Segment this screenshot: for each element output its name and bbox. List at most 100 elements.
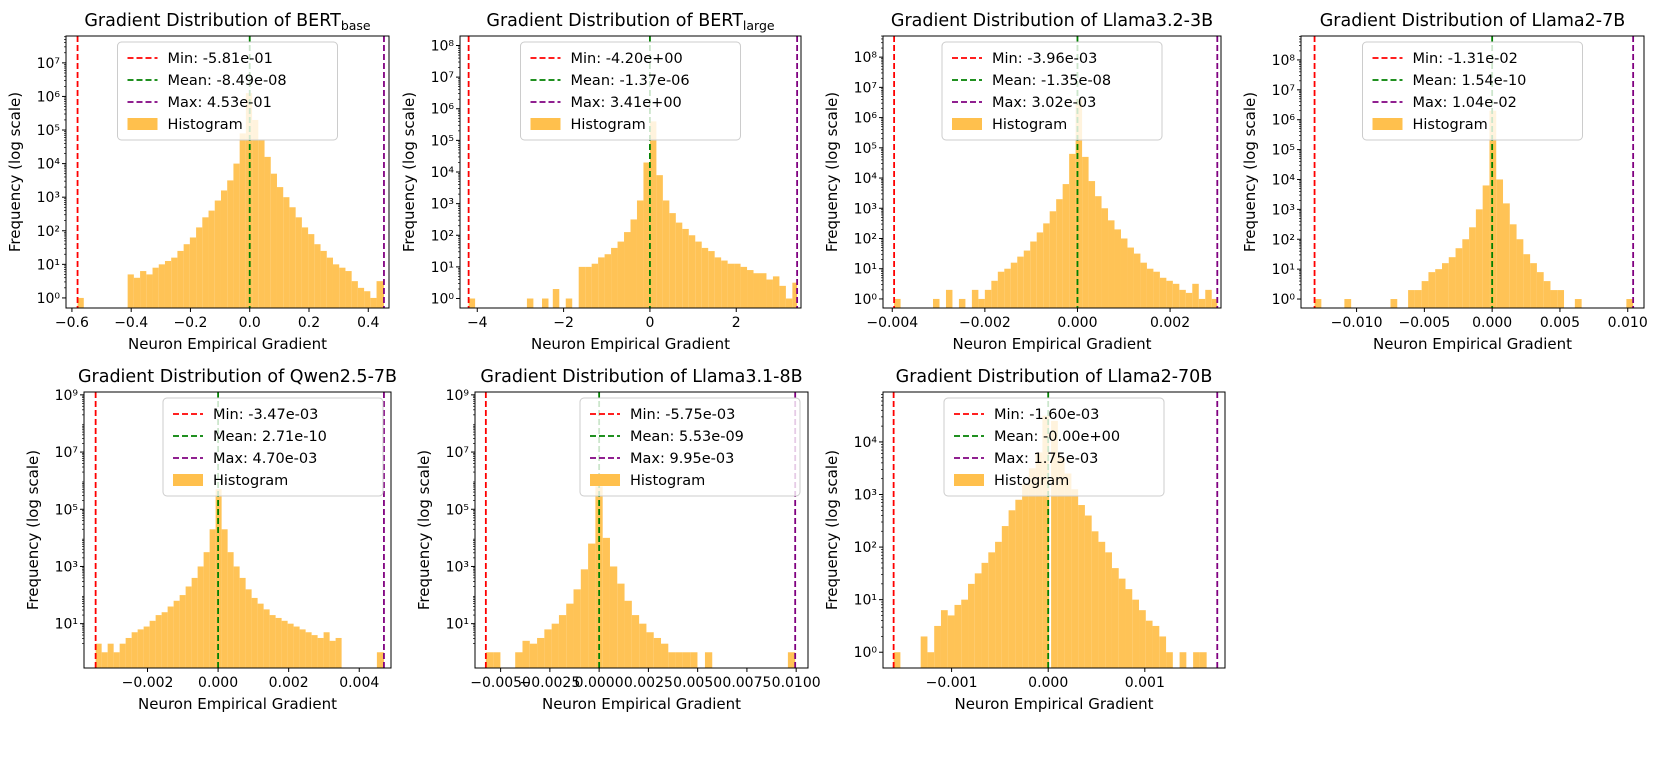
histogram-bar <box>1543 281 1551 308</box>
x-tick-label: 0.002 <box>1150 315 1190 331</box>
x-tick-label: 0.0025 <box>624 675 673 691</box>
histogram-bar <box>1140 262 1147 308</box>
y-tick-label: 10³ <box>854 201 877 217</box>
histogram-bar <box>202 217 209 308</box>
histogram-bar <box>189 237 197 308</box>
histogram-bar <box>1001 526 1009 668</box>
histogram-bar <box>351 281 358 308</box>
histogram-bar <box>1530 263 1537 308</box>
x-tick-label: −0.0025 <box>520 675 581 691</box>
histogram-bar <box>1199 652 1207 668</box>
y-tick-label: 10⁷ <box>55 445 78 461</box>
x-axis-label: Neuron Empirical Gradient <box>138 695 337 713</box>
histogram-bar <box>183 244 190 308</box>
histogram-bar <box>1211 298 1218 308</box>
axes-frame <box>882 35 1222 309</box>
x-tick-label: 0.004 <box>339 675 379 691</box>
x-tick-label: −0.004 <box>866 315 918 331</box>
legend-max-label: Max: 4.70e-03 <box>213 451 317 467</box>
subplot-2: 10⁰ 10¹ 10² 10³ 10⁴ 10⁵ 10⁶ 10⁷ 10⁸ −4 −2 0 2Neuron … <box>400 11 802 353</box>
y-tick-label: 10⁷ <box>37 56 60 72</box>
y-tick-label: 10⁴ <box>37 157 61 173</box>
legend-histogram-swatch <box>952 118 982 130</box>
histogram-bar <box>164 260 172 308</box>
legend-min-label: Min: -5.81e-01 <box>168 51 273 67</box>
legend-max-label: Max: 1.04e-02 <box>1413 95 1517 111</box>
histogram-bar <box>1344 299 1352 308</box>
histogram-bar <box>1062 184 1070 308</box>
histogram-bar <box>1030 241 1037 308</box>
histogram-bar <box>1098 541 1106 668</box>
histogram-bar <box>1448 257 1456 308</box>
y-tick-label: 10³ <box>446 559 469 575</box>
y-tick-label: 10¹ <box>55 617 78 633</box>
axes-frame <box>65 35 390 309</box>
legend-box <box>117 41 338 141</box>
y-tick-label: 10⁶ <box>431 102 455 118</box>
y-axis-label: Frequency (log scale) <box>823 450 841 610</box>
histogram-bar <box>1036 232 1044 308</box>
y-tick-label: 10⁶ <box>37 89 61 105</box>
legend: Min: -3.96e-03 Mean: -1.35e-08 Max: 3.02e-… <box>941 41 1163 141</box>
histogram-bar <box>529 643 538 668</box>
y-tick-label: 10⁷ <box>431 70 454 86</box>
y-tick-label: 10⁵ <box>431 133 454 149</box>
x-tick-label: 0.0100 <box>772 675 821 691</box>
histogram-bar <box>631 615 640 668</box>
x-tick-label: 0.010 <box>1608 315 1648 331</box>
histogram-bar <box>1503 203 1510 308</box>
histogram-bar <box>1042 415 1050 668</box>
histogram-bar <box>609 566 618 668</box>
histogram-bar <box>299 629 306 668</box>
histogram-bar <box>149 620 156 668</box>
y-tick-label: 10⁹ <box>446 388 470 404</box>
histogram-bar <box>137 629 144 668</box>
histogram-bar <box>214 200 221 308</box>
histogram-bar <box>1084 515 1092 668</box>
legend-mean-label: Mean: 2.71e-10 <box>213 429 327 445</box>
histogram-bar <box>1536 272 1544 308</box>
histogram-bar <box>721 260 728 308</box>
histogram-bar <box>649 121 657 309</box>
histogram-bar <box>714 257 722 308</box>
histogram-bar <box>332 264 340 308</box>
histogram-bar <box>1574 299 1582 308</box>
histogram-bar <box>140 271 147 308</box>
histogram-bar <box>1057 457 1065 668</box>
chart-title: Gradient Distribution of BERTlarge <box>486 11 774 33</box>
histogram-bar <box>682 652 691 668</box>
histogram-bar <box>1509 224 1517 308</box>
y-tick-label: 10⁵ <box>446 502 469 518</box>
histogram-bar <box>1146 268 1154 308</box>
histogram-bar <box>101 652 108 668</box>
histogram-bar <box>779 285 786 308</box>
histogram-bar <box>191 577 198 668</box>
histogram-bar <box>747 270 754 308</box>
histogram-bar <box>364 291 371 308</box>
histogram-bar <box>1205 289 1212 308</box>
subplot-7: 10⁰ 10¹ 10² 10³ 10⁴ −0.001 0.000 0.001 Neuron Em… <box>823 367 1226 713</box>
y-tick-label: 10¹ <box>37 257 60 273</box>
histogram-bar <box>740 266 748 308</box>
histogram-bar <box>208 210 215 308</box>
histogram-bar <box>656 175 663 308</box>
histogram-bar <box>1626 299 1634 308</box>
legend-hist-label: Histogram <box>571 117 646 133</box>
legend-histogram-swatch <box>1372 118 1403 130</box>
legend-min-label: Min: -3.47e-03 <box>213 407 318 423</box>
histogram-bar <box>522 640 530 668</box>
histogram-bar <box>1049 211 1057 308</box>
y-tick-label: 10⁰ <box>854 645 878 661</box>
histogram-bar <box>220 190 228 308</box>
histogram-bar <box>155 615 162 668</box>
x-axis-label: Neuron Empirical Gradient <box>952 335 1151 353</box>
histogram-bar <box>1550 290 1558 308</box>
legend: Min: -1.60e-03 Mean: -0.00e+00 Max: 1.75e-… <box>943 397 1165 497</box>
histogram-bar <box>1516 239 1524 308</box>
histogram-bar <box>1557 290 1565 308</box>
histogram-bar <box>552 289 560 308</box>
histogram-bar <box>945 289 953 308</box>
histogram-bar <box>565 298 573 308</box>
y-tick-label: 10² <box>431 228 454 244</box>
histogram-bar <box>934 625 941 668</box>
